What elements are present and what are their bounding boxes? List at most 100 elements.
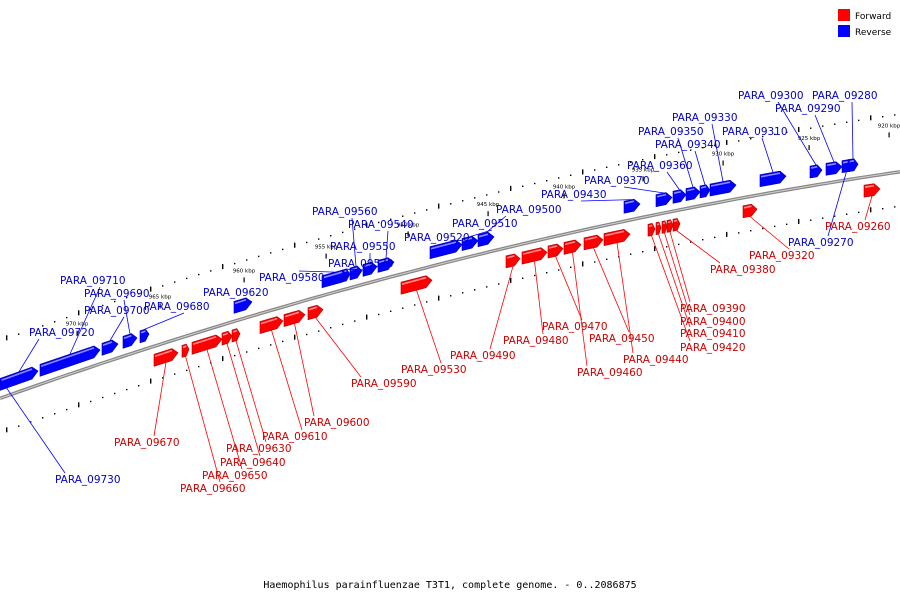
leader-line (761, 137, 774, 173)
gene-arrow-para_09330[interactable] (709, 179, 737, 197)
gene-label-para_09270[interactable]: PARA_09270 (788, 237, 854, 249)
leader-line (669, 231, 691, 303)
scale-dot (846, 213, 848, 215)
gene-label-para_09690[interactable]: PARA_09690 (84, 288, 150, 300)
gene-arrow-para_09710[interactable] (39, 345, 101, 377)
scale-dot (498, 191, 500, 193)
scale-dot (498, 283, 500, 285)
leader-line (623, 186, 665, 194)
gene-label-para_09420[interactable]: PARA_09420 (680, 342, 746, 354)
gene-arrow-para_09480[interactable] (521, 247, 548, 265)
gene-arrow-para_09310[interactable] (759, 170, 787, 188)
gene-label-para_09470[interactable]: PARA_09470 (542, 321, 608, 333)
scale-dot (330, 235, 332, 237)
gene-label-para_09320[interactable]: PARA_09320 (749, 250, 815, 262)
gene-label-para_09700[interactable]: PARA_09700 (84, 305, 150, 317)
leader-line (235, 340, 267, 443)
gene-label-para_09610[interactable]: PARA_09610 (262, 431, 328, 443)
gene-label-para_09550[interactable]: PARA_09550 (330, 241, 396, 253)
gene-arrow-para_09530[interactable] (400, 275, 433, 295)
gene-label-para_09390[interactable]: PARA_09390 (680, 303, 746, 315)
gene-arrow-highlight (506, 255, 515, 259)
scale-dot (18, 425, 20, 427)
gene-label-para_09660[interactable]: PARA_09660 (180, 483, 246, 495)
gene-label-para_09710[interactable]: PARA_09710 (60, 275, 126, 287)
gene-label-para_09650[interactable]: PARA_09650 (202, 470, 268, 482)
tick-mark (325, 253, 327, 259)
scale-dot (378, 313, 380, 316)
gene-arrow-para_09520[interactable] (429, 239, 463, 260)
gene-label-para_09680[interactable]: PARA_09680 (144, 301, 210, 313)
leader-line (616, 242, 634, 354)
scale-dot (66, 408, 68, 411)
gene-label-layer: PARA_09260 PARA_09270 PARA_09280PARA_09290… (29, 90, 891, 495)
scale-dot (858, 119, 860, 122)
scale-dot (414, 304, 416, 306)
gene-label-para_09530[interactable]: PARA_09530 (401, 364, 467, 376)
gene-label-para_09580[interactable]: PARA_09580 (259, 272, 325, 284)
tick-mark (159, 303, 161, 309)
gene-arrow-para_09720[interactable] (0, 366, 39, 391)
gene-arrow-para_09610[interactable] (259, 316, 284, 335)
leader-line (749, 216, 790, 250)
gene-arrow-para_09580[interactable] (321, 269, 349, 289)
gene-label-para_09590[interactable]: PARA_09590 (351, 378, 417, 390)
gene-label-para_09410[interactable]: PARA_09410 (680, 328, 746, 340)
gene-label-para_09620[interactable]: PARA_09620 (203, 287, 269, 299)
gene-label-para_09540[interactable]: PARA_09540 (348, 219, 414, 231)
leader-line (109, 316, 125, 341)
gene-label-para_09290[interactable]: PARA_09290 (775, 103, 841, 115)
scale-tick-mark (6, 427, 8, 433)
gene-label-para_09440[interactable]: PARA_09440 (623, 354, 689, 366)
leader-line (351, 217, 357, 267)
gene-label-para_09670[interactable]: PARA_09670 (114, 437, 180, 449)
gene-label-para_09570[interactable]: PARA_09570 (328, 258, 394, 270)
gene-label-para_09310[interactable]: PARA_09310 (722, 126, 788, 138)
gene-arrow-para_09600[interactable] (283, 309, 306, 327)
gene-arrow-highlight (284, 311, 300, 318)
gene-label-para_09630[interactable]: PARA_09630 (226, 443, 292, 455)
gene-arrow-para_09670[interactable] (153, 348, 179, 367)
scale-dot (426, 209, 428, 211)
gene-label-para_09720[interactable]: PARA_09720 (29, 327, 95, 339)
gene-arrow-highlight (760, 172, 781, 178)
gene-arrow-highlight (462, 237, 473, 242)
gene-arrow-highlight (222, 332, 229, 336)
gene-label-para_09430[interactable]: PARA_09430 (541, 189, 607, 201)
gene-label-para_09500[interactable]: PARA_09500 (496, 204, 562, 216)
gene-arrow-highlight (648, 224, 653, 228)
gene-label-para_09370[interactable]: PARA_09370 (584, 175, 650, 187)
gene-arrow-highlight (656, 193, 667, 198)
gene-label-para_09400[interactable]: PARA_09400 (680, 316, 746, 328)
gene-label-para_09260[interactable]: PARA_09260 (825, 221, 891, 233)
gene-arrow-para_09440[interactable] (603, 228, 631, 246)
gene-label-para_09490[interactable]: PARA_09490 (450, 350, 516, 362)
scale-dot (126, 388, 128, 391)
gene-arrow-para_09650[interactable] (191, 334, 223, 355)
gene-label-para_09300[interactable]: PARA_09300 (738, 90, 804, 102)
gene-label-para_09480[interactable]: PARA_09480 (503, 335, 569, 347)
gene-label-para_09510[interactable]: PARA_09510 (452, 218, 518, 230)
scale-dot (30, 329, 32, 331)
gene-label-para_09380[interactable]: PARA_09380 (710, 264, 776, 276)
scale-tick-mark (294, 242, 296, 248)
gene-label-para_09450[interactable]: PARA_09450 (589, 333, 655, 345)
scale-tick-mark (438, 203, 440, 209)
gene-label-para_09520[interactable]: PARA_09520 (404, 232, 470, 244)
gene-label-para_09340[interactable]: PARA_09340 (655, 139, 721, 151)
gene-label-para_09600[interactable]: PARA_09600 (304, 417, 370, 429)
leader-line (864, 195, 873, 221)
gene-label-para_09560[interactable]: PARA_09560 (312, 206, 378, 218)
gene-label-para_09730[interactable]: PARA_09730 (55, 474, 121, 486)
tick-mark (563, 193, 565, 199)
gene-label-para_09360[interactable]: PARA_09360 (627, 160, 693, 172)
gene-label-para_09640[interactable]: PARA_09640 (220, 457, 286, 469)
scale-tick-mark (222, 356, 224, 362)
gene-label-para_09350[interactable]: PARA_09350 (638, 126, 704, 138)
scale-dot (666, 154, 668, 156)
gene-label-para_09460[interactable]: PARA_09460 (577, 367, 643, 379)
gene-label-para_09280[interactable]: PARA_09280 (812, 90, 878, 102)
gene-label-para_09330[interactable]: PARA_09330 (672, 112, 738, 124)
legend-reverse-label: Reverse (855, 28, 892, 38)
leader-line (677, 137, 694, 188)
